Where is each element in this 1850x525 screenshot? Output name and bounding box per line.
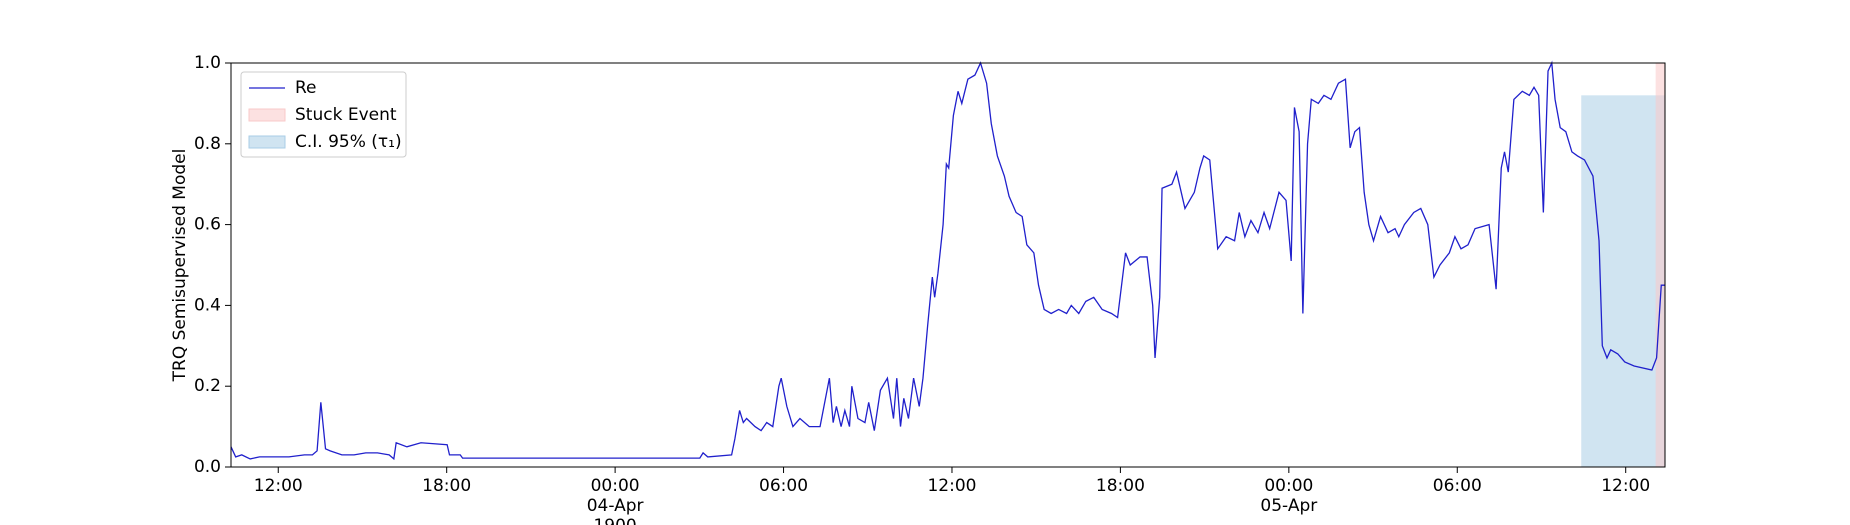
axes-frame bbox=[230, 62, 1666, 468]
y-tick-label: 1.0 bbox=[194, 53, 221, 73]
x-tick-label: 00:00 04-Apr 1900 bbox=[586, 476, 644, 525]
y-tick-label: 0.2 bbox=[194, 376, 221, 396]
span bbox=[1581, 95, 1665, 467]
y-tick-label: 0.4 bbox=[194, 295, 221, 315]
x-tick-label: 12:00 bbox=[1601, 476, 1651, 496]
x-tick-label: 18:00 bbox=[422, 476, 472, 496]
x-tick-label: 00:00 05-Apr bbox=[1260, 476, 1318, 516]
y-tick-label: 0.8 bbox=[194, 134, 221, 154]
y-tick-label: 0.0 bbox=[194, 457, 221, 477]
x-tick-label: 12:00 bbox=[927, 476, 977, 496]
span bbox=[1655, 63, 1665, 467]
legend-label: Stuck Event bbox=[295, 105, 397, 125]
legend-patch bbox=[248, 135, 286, 149]
legend-label: C.I. 95% (τ₁) bbox=[295, 132, 402, 152]
x-tick-label: 06:00 bbox=[1432, 476, 1482, 496]
x-tick-label: 18:00 bbox=[1095, 476, 1145, 496]
y-tick-label: 0.6 bbox=[194, 215, 221, 235]
legend-label: Re bbox=[295, 78, 317, 98]
x-tick-label: 12:00 bbox=[253, 476, 303, 496]
line bbox=[230, 60, 1665, 461]
x-tick-label: 06:00 bbox=[759, 476, 809, 496]
legend-patch bbox=[248, 108, 286, 122]
y-axis-label: TRQ Semisupervised Model bbox=[170, 149, 190, 383]
